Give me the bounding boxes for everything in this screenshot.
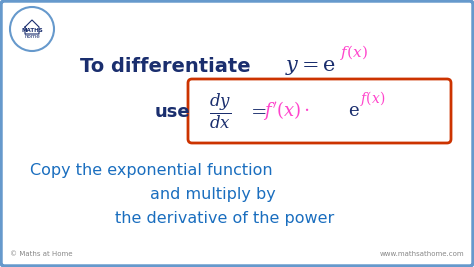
- Text: © Maths at Home: © Maths at Home: [10, 251, 73, 257]
- Text: MATHS: MATHS: [21, 28, 43, 33]
- Text: $y = \mathrm{e}$: $y = \mathrm{e}$: [285, 57, 336, 77]
- Circle shape: [10, 7, 54, 51]
- Text: To differentiate: To differentiate: [80, 57, 251, 77]
- Text: $\mathrm{e}$: $\mathrm{e}$: [348, 102, 360, 120]
- Text: $\mathit{f}(x)$: $\mathit{f}(x)$: [340, 44, 368, 62]
- Text: home: home: [24, 33, 40, 38]
- Text: $\dfrac{dy}{dx}$: $\dfrac{dy}{dx}$: [209, 91, 231, 131]
- Text: $\mathit{f}(x)$: $\mathit{f}(x)$: [360, 89, 385, 108]
- Text: $\mathit{f}'(x)\cdot$: $\mathit{f}'(x)\cdot$: [263, 100, 310, 123]
- FancyBboxPatch shape: [188, 79, 451, 143]
- Text: $=$: $=$: [247, 101, 267, 120]
- Text: Copy the exponential function: Copy the exponential function: [30, 163, 273, 179]
- Text: and multiply by: and multiply by: [150, 187, 276, 202]
- Text: use: use: [155, 103, 191, 121]
- Text: www.mathsathome.com: www.mathsathome.com: [379, 251, 464, 257]
- Text: the derivative of the power: the derivative of the power: [115, 211, 334, 226]
